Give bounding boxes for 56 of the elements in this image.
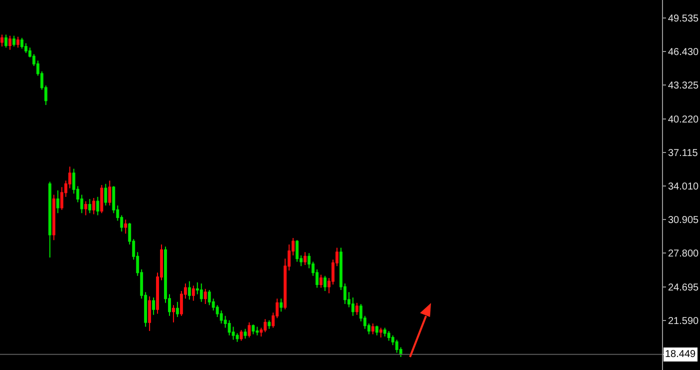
candlestick (104, 183, 108, 206)
candlestick (152, 297, 156, 316)
candlestick (355, 302, 358, 316)
candlestick (176, 301, 179, 318)
y-tick-label: 46.430 (668, 47, 700, 58)
candlestick (20, 37, 24, 50)
candlestick (92, 197, 96, 215)
candlestick (0, 34, 4, 48)
y-tick-label: 43.325 (668, 80, 700, 92)
candlestick (188, 280, 191, 300)
candlestick (96, 196, 100, 216)
y-tick-label: 37.115 (668, 148, 698, 159)
candlestick (371, 322, 374, 335)
y-tick-label: 49.535 (668, 14, 700, 25)
candlestick (192, 285, 195, 302)
candlestick (12, 35, 16, 48)
candlestick (4, 34, 8, 48)
candlestick (264, 318, 267, 333)
candlestick (375, 325, 378, 336)
candlestick (383, 327, 386, 337)
candlestick (148, 296, 152, 332)
y-tick-label: 30.905 (668, 215, 700, 226)
candlestick (56, 190, 60, 214)
candlestick (395, 339, 398, 354)
candlestick (172, 304, 175, 323)
y-tick-label: 40.220 (668, 114, 700, 126)
candlestick (296, 240, 299, 262)
candlestick (204, 288, 207, 305)
candlestick (379, 327, 382, 338)
candlestick (200, 282, 203, 302)
candlestick (88, 198, 92, 214)
candlestick (387, 330, 390, 342)
y-tick-label: 27.800 (668, 248, 700, 260)
candlestick (320, 274, 323, 288)
candlestick (108, 180, 112, 206)
candlestick (240, 329, 243, 342)
candlestick (48, 181, 52, 258)
candlestick (84, 200, 88, 216)
candlestick (252, 324, 255, 335)
candlestick (8, 35, 12, 50)
candlestick (280, 298, 283, 312)
candlestick (52, 194, 56, 241)
y-tick-label: 34.010 (668, 181, 700, 192)
ref-line-label: 18.449 (665, 349, 696, 360)
candlestick (324, 275, 326, 292)
candlestick (16, 36, 20, 48)
candlestick (268, 320, 271, 330)
candlestick (304, 252, 307, 266)
candlestick (100, 184, 104, 214)
candlestick (248, 322, 251, 338)
candlestick (124, 219, 128, 234)
candlestick (228, 320, 231, 336)
candlestick (244, 328, 247, 340)
y-tick-label: 24.695 (668, 282, 700, 294)
candlestick (256, 326, 259, 336)
y-tick-label: 21.590 (668, 316, 700, 327)
